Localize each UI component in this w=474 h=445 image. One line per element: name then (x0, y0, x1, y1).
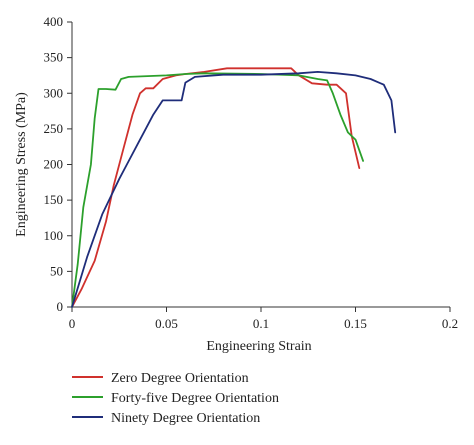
y-tick-label: 400 (44, 14, 64, 29)
x-tick-label: 0.2 (442, 316, 458, 331)
x-tick-label: 0 (69, 316, 76, 331)
y-axis-title: Engineering Stress (MPa) (14, 92, 29, 237)
x-tick-label: 0.1 (253, 316, 269, 331)
legend: Zero Degree Orientation Forty-five Degree… (72, 371, 279, 426)
x-tick-label: 0.05 (155, 316, 178, 331)
legend-label-2: Ninety Degree Orientation (111, 411, 260, 426)
legend-label-0: Zero Degree Orientation (111, 371, 249, 386)
y-tick-label: 50 (50, 263, 63, 278)
y-tick-label: 0 (57, 299, 64, 314)
y-tick-label: 250 (44, 121, 64, 136)
x-tick-label: 0.15 (344, 316, 367, 331)
y-tick-label: 100 (44, 228, 64, 243)
y-tick-label: 150 (44, 192, 64, 207)
y-tick-label: 350 (44, 50, 64, 65)
series-line-2 (71, 71, 397, 308)
axes: 0 50 100 150 200 250 300 350 400 0 0.05 0.1 0.15 0.2 E… (14, 14, 458, 354)
y-tick-label: 200 (44, 157, 64, 172)
series-lines (71, 67, 397, 308)
y-tick-label: 300 (44, 85, 64, 100)
legend-label-1: Forty-five Degree Orientation (111, 391, 279, 406)
series-line-1 (71, 72, 365, 308)
x-axis-title: Engineering Strain (206, 339, 311, 354)
